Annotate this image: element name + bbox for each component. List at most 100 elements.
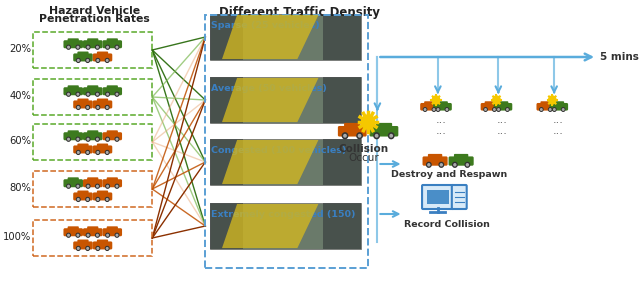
FancyBboxPatch shape: [102, 228, 122, 236]
Circle shape: [77, 248, 79, 249]
FancyBboxPatch shape: [87, 130, 99, 136]
Circle shape: [86, 184, 90, 188]
Circle shape: [77, 185, 79, 187]
Circle shape: [87, 93, 89, 95]
Circle shape: [67, 45, 70, 49]
Circle shape: [550, 109, 551, 110]
Circle shape: [67, 233, 70, 237]
FancyBboxPatch shape: [87, 85, 99, 91]
Circle shape: [357, 133, 362, 139]
Circle shape: [86, 45, 90, 49]
FancyBboxPatch shape: [420, 103, 439, 111]
FancyBboxPatch shape: [68, 130, 79, 136]
Circle shape: [87, 199, 88, 200]
FancyBboxPatch shape: [93, 53, 112, 61]
Bar: [33, 32, 152, 68]
Circle shape: [106, 59, 109, 62]
FancyBboxPatch shape: [107, 177, 118, 183]
Bar: [210, 139, 361, 185]
FancyBboxPatch shape: [102, 179, 122, 187]
Circle shape: [445, 108, 449, 111]
Circle shape: [86, 197, 90, 201]
Circle shape: [76, 137, 80, 141]
FancyBboxPatch shape: [369, 126, 398, 136]
Circle shape: [68, 47, 69, 48]
Circle shape: [77, 197, 80, 201]
Circle shape: [433, 109, 435, 110]
Circle shape: [374, 133, 380, 139]
FancyBboxPatch shape: [107, 38, 118, 44]
Text: 100%: 100%: [3, 232, 31, 242]
FancyBboxPatch shape: [550, 103, 568, 111]
Circle shape: [76, 184, 80, 188]
FancyBboxPatch shape: [427, 190, 449, 204]
FancyBboxPatch shape: [68, 85, 79, 91]
FancyBboxPatch shape: [77, 239, 88, 245]
Circle shape: [362, 115, 374, 129]
Circle shape: [116, 47, 118, 48]
Text: ...: ...: [497, 126, 508, 136]
Text: Hazard Vehicle: Hazard Vehicle: [49, 6, 140, 16]
Circle shape: [67, 92, 70, 96]
FancyBboxPatch shape: [481, 103, 499, 111]
Circle shape: [106, 105, 109, 109]
Circle shape: [68, 234, 69, 236]
FancyBboxPatch shape: [83, 228, 102, 236]
Circle shape: [86, 151, 90, 154]
Circle shape: [342, 133, 348, 139]
FancyBboxPatch shape: [93, 146, 112, 153]
Circle shape: [96, 197, 100, 201]
Circle shape: [548, 96, 556, 104]
Circle shape: [106, 248, 108, 249]
Circle shape: [484, 108, 487, 111]
Circle shape: [96, 105, 100, 109]
Circle shape: [87, 60, 88, 61]
Circle shape: [493, 109, 495, 110]
FancyBboxPatch shape: [437, 101, 448, 107]
Circle shape: [97, 60, 99, 61]
FancyBboxPatch shape: [83, 132, 102, 140]
Text: ...: ...: [552, 126, 563, 136]
Circle shape: [452, 162, 457, 167]
Circle shape: [95, 184, 99, 188]
Circle shape: [87, 185, 89, 187]
FancyBboxPatch shape: [73, 146, 93, 153]
Circle shape: [87, 138, 89, 140]
Circle shape: [87, 234, 89, 236]
FancyBboxPatch shape: [83, 87, 102, 95]
FancyBboxPatch shape: [97, 52, 108, 57]
FancyBboxPatch shape: [452, 185, 467, 209]
Circle shape: [563, 109, 564, 110]
Circle shape: [86, 137, 90, 141]
Circle shape: [68, 185, 69, 187]
Circle shape: [493, 108, 496, 111]
Bar: [210, 139, 243, 185]
Circle shape: [497, 108, 500, 111]
Circle shape: [97, 107, 99, 108]
Bar: [205, 15, 368, 268]
Circle shape: [541, 109, 542, 110]
Circle shape: [86, 92, 90, 96]
Text: 80%: 80%: [10, 183, 31, 193]
Circle shape: [86, 59, 90, 62]
Text: ...: ...: [436, 126, 447, 136]
Text: Penetration Rates: Penetration Rates: [39, 14, 150, 24]
Circle shape: [86, 246, 90, 250]
Circle shape: [68, 138, 69, 140]
Circle shape: [96, 59, 100, 62]
Bar: [323, 14, 361, 60]
FancyBboxPatch shape: [87, 177, 99, 183]
Circle shape: [506, 108, 509, 111]
Circle shape: [465, 162, 470, 167]
Bar: [210, 203, 361, 249]
Circle shape: [553, 108, 556, 111]
Bar: [210, 14, 361, 60]
Circle shape: [107, 234, 108, 236]
Circle shape: [106, 152, 108, 153]
Text: ...: ...: [436, 115, 447, 125]
FancyBboxPatch shape: [102, 40, 122, 48]
Circle shape: [77, 138, 79, 140]
Circle shape: [97, 138, 98, 140]
Circle shape: [116, 234, 118, 236]
FancyBboxPatch shape: [63, 228, 83, 236]
